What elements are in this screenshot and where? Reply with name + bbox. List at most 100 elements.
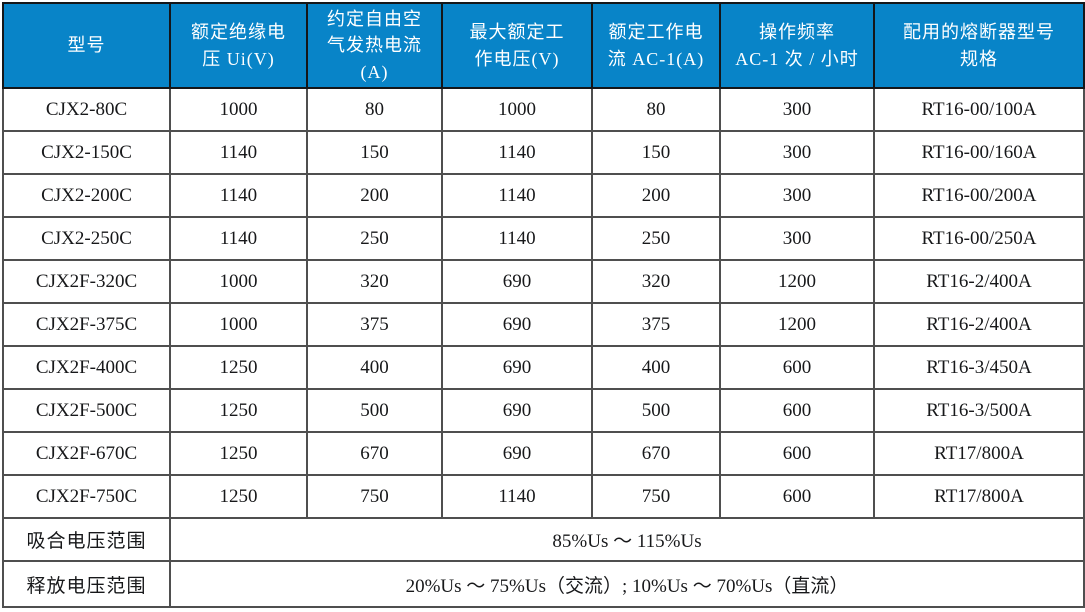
table-cell: 1250 [169, 345, 308, 390]
header-line: AC-1 次 / 小时 [735, 48, 859, 69]
header-fuse-spec: 配用的熔断器型号 规格 [873, 2, 1085, 89]
table-cell: 320 [306, 259, 443, 304]
table-cell: RT16-00/250A [873, 216, 1085, 261]
table-cell: 1140 [441, 474, 593, 519]
table-cell: CJX2-250C [2, 216, 171, 261]
table-cell: 320 [591, 259, 721, 304]
table-cell: RT16-3/500A [873, 388, 1085, 433]
table-header: 型号 额定绝缘电 压 Ui(V) 约定自由空 气发热电流 (A) 最大额定工 作… [2, 2, 1085, 89]
table-cell: 1000 [169, 302, 308, 347]
table-cell: 1000 [169, 87, 308, 132]
header-line: 约定自由空 [327, 9, 422, 30]
table-cell: 1200 [719, 259, 875, 304]
table-cell: 500 [306, 388, 443, 433]
table-row: CJX2-80C 1000 80 1000 80 300 RT16-00/100… [2, 87, 1085, 132]
table-cell: 375 [591, 302, 721, 347]
table-cell: 150 [306, 130, 443, 175]
header-line: 规格 [960, 48, 998, 69]
table-row: CJX2-150C 1140 150 1140 150 300 RT16-00/… [2, 130, 1085, 175]
table-cell: 1140 [441, 173, 593, 218]
table-cell: 200 [306, 173, 443, 218]
table-cell: RT16-00/100A [873, 87, 1085, 132]
table-cell: 300 [719, 173, 875, 218]
header-line: 额定工作电 [608, 22, 704, 43]
table-cell: 150 [591, 130, 721, 175]
table-cell: 750 [591, 474, 721, 519]
table-cell: RT16-2/400A [873, 259, 1085, 304]
table-cell: 250 [306, 216, 443, 261]
pickup-voltage-label: 吸合电压范围 [2, 517, 171, 562]
table-cell: RT16-00/200A [873, 173, 1085, 218]
header-rated-working-current: 额定工作电 流 AC-1(A) [591, 2, 721, 89]
table-cell: CJX2F-320C [2, 259, 171, 304]
table-cell: CJX2F-500C [2, 388, 171, 433]
table-cell: 300 [719, 130, 875, 175]
table-cell: CJX2-80C [2, 87, 171, 132]
table-cell: CJX2-150C [2, 130, 171, 175]
header-line: 额定绝缘电 [191, 22, 286, 43]
table-cell: CJX2-200C [2, 173, 171, 218]
table-row: CJX2F-320C 1000 320 690 320 1200 RT16-2/… [2, 259, 1085, 304]
table-row: CJX2-200C 1140 200 1140 200 300 RT16-00/… [2, 173, 1085, 218]
table-cell: 1200 [719, 302, 875, 347]
header-line: 配用的熔断器型号 [903, 22, 1055, 43]
table-cell: 1250 [169, 431, 308, 476]
table-cell: 1000 [441, 87, 593, 132]
table-cell: RT16-3/450A [873, 345, 1085, 390]
table-cell: 670 [306, 431, 443, 476]
pickup-voltage-value: 85%Us ～ 115%Us [169, 517, 1085, 562]
release-voltage-value: 20%Us ～ 75%Us（交流）; 10%Us ～ 70%Us（直流） [169, 560, 1085, 608]
table-cell: 1140 [441, 130, 593, 175]
table-cell: 1250 [169, 388, 308, 433]
table-cell: 600 [719, 431, 875, 476]
table-cell: CJX2F-750C [2, 474, 171, 519]
table-cell: 300 [719, 87, 875, 132]
table-cell: 500 [591, 388, 721, 433]
table-cell: CJX2F-670C [2, 431, 171, 476]
header-insulation-voltage: 额定绝缘电 压 Ui(V) [169, 2, 308, 89]
table-cell: 670 [591, 431, 721, 476]
table-cell: 600 [719, 345, 875, 390]
table-cell: 400 [591, 345, 721, 390]
release-voltage-label: 释放电压范围 [2, 560, 171, 608]
table-cell: 250 [591, 216, 721, 261]
header-free-air-thermal-current: 约定自由空 气发热电流 (A) [306, 2, 443, 89]
table-cell: 690 [441, 345, 593, 390]
table-cell: 690 [441, 302, 593, 347]
table-cell: CJX2F-400C [2, 345, 171, 390]
header-line: 最大额定工 [469, 22, 565, 43]
header-line: 型号 [67, 35, 106, 56]
table-cell: 1140 [169, 173, 308, 218]
table-cell: RT16-2/400A [873, 302, 1085, 347]
header-row: 型号 额定绝缘电 压 Ui(V) 约定自由空 气发热电流 (A) 最大额定工 作… [2, 2, 1085, 89]
table-cell: CJX2F-375C [2, 302, 171, 347]
table-cell: 80 [306, 87, 443, 132]
table-cell: 690 [441, 431, 593, 476]
release-voltage-row: 释放电压范围 20%Us ～ 75%Us（交流）; 10%Us ～ 70%Us（… [2, 560, 1085, 608]
header-max-working-voltage: 最大额定工 作电压(V) [441, 2, 593, 89]
table-cell: 200 [591, 173, 721, 218]
table-cell: 80 [591, 87, 721, 132]
table-row: CJX2F-670C 1250 670 690 670 600 RT17/800… [2, 431, 1085, 476]
table-row: CJX2F-400C 1250 400 690 400 600 RT16-3/4… [2, 345, 1085, 390]
table-cell: 600 [719, 474, 875, 519]
table-cell: RT16-00/160A [873, 130, 1085, 175]
header-line: 作电压(V) [474, 48, 560, 69]
table-cell: 600 [719, 388, 875, 433]
table-row: CJX2F-500C 1250 500 690 500 600 RT16-3/5… [2, 388, 1085, 433]
header-line: 压 Ui(V) [202, 48, 275, 69]
header-line: (A) [360, 61, 389, 82]
table-cell: 1140 [169, 216, 308, 261]
table-cell: 690 [441, 388, 593, 433]
header-model: 型号 [2, 2, 171, 89]
table-cell: RT17/800A [873, 474, 1085, 519]
table-body: CJX2-80C 1000 80 1000 80 300 RT16-00/100… [2, 87, 1085, 608]
table-cell: 1140 [169, 130, 308, 175]
header-line: 操作频率 [759, 22, 835, 43]
table-row: CJX2F-375C 1000 375 690 375 1200 RT16-2/… [2, 302, 1085, 347]
header-line: 气发热电流 [327, 35, 422, 56]
header-operating-frequency: 操作频率 AC-1 次 / 小时 [719, 2, 875, 89]
table-cell: 750 [306, 474, 443, 519]
